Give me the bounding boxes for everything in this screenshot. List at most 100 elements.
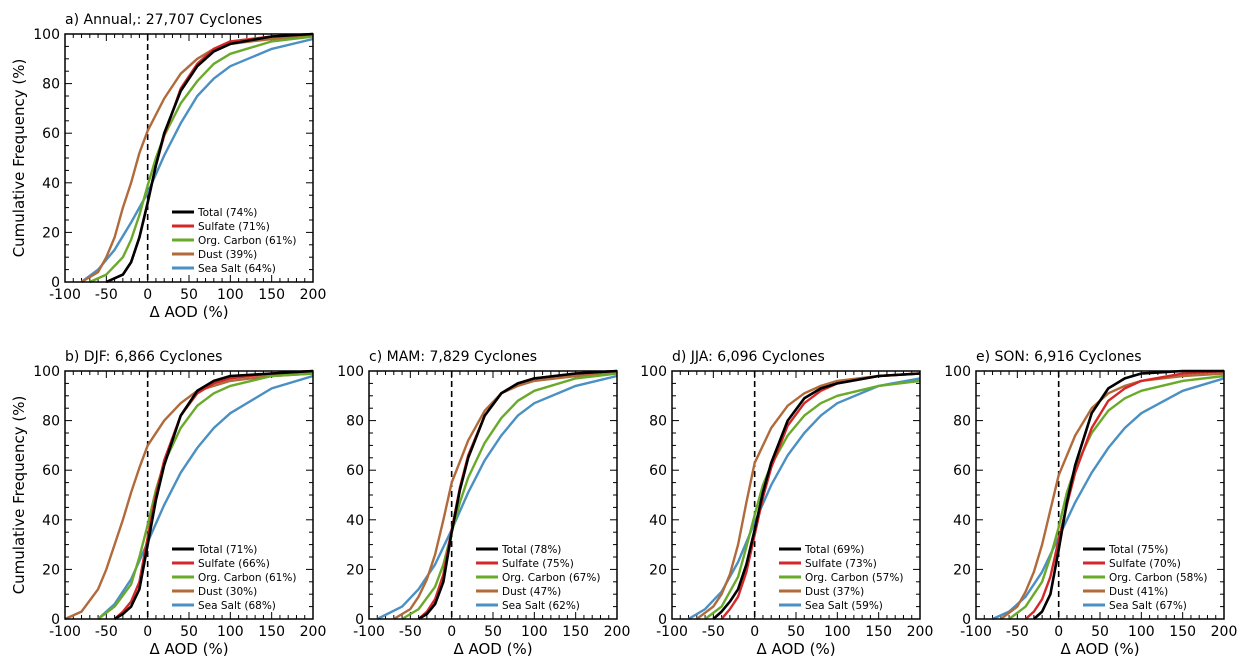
legend-entry: Total (74%) <box>197 207 257 219</box>
series-line-4 <box>992 377 1225 621</box>
series-line-4 <box>687 377 921 621</box>
y-tick-label: 40 <box>346 513 364 529</box>
legend-entry: Total (78%) <box>501 544 561 556</box>
legend-entry: Dust (39%) <box>198 249 257 261</box>
legend: Total (74%) Sulfate (71%) Org. Carbon (61%… <box>172 207 296 275</box>
x-tick-label: -50 <box>399 624 422 640</box>
x-tick-label: 150 <box>258 624 285 640</box>
x-tick-label: -100 <box>353 624 385 640</box>
y-tick-label: 40 <box>42 513 60 529</box>
x-tick-label: 200 <box>604 624 631 640</box>
x-axis-label: Δ AOD (%) <box>756 640 835 658</box>
x-tick-label: -100 <box>49 624 81 640</box>
x-tick-label: 50 <box>180 624 198 640</box>
plot-frame <box>64 370 314 620</box>
panel-title: e) SON: 6,916 Cyclones <box>976 349 1142 365</box>
chart-panel-3: c) MAM: 7,829 Cyclones -100 -50 0 50 100 150 20… <box>337 349 630 658</box>
x-tick-label: 50 <box>787 624 805 640</box>
series-line-4 <box>80 37 314 283</box>
x-tick-label: 200 <box>907 624 934 640</box>
legend-entry: Sea Salt (68%) <box>198 600 276 612</box>
series-line-0 <box>105 32 314 284</box>
y-tick-label: 0 <box>962 612 971 628</box>
y-tick-label: 80 <box>42 414 60 430</box>
panel-title: a) Annual,: 27,707 Cyclones <box>65 12 262 28</box>
plot-frame <box>975 370 1225 620</box>
series-line-3 <box>393 372 618 621</box>
x-tick-label: 50 <box>484 624 502 640</box>
legend-entry: Sea Salt (67%) <box>1109 600 1187 612</box>
legend-entry: Total (69%) <box>804 544 864 556</box>
x-tick-label: 0 <box>143 624 152 640</box>
legend-entry: Sea Salt (62%) <box>502 600 580 612</box>
chart-panel-5: e) SON: 6,916 Cyclones -100 -50 0 50 100 150 20… <box>944 349 1237 658</box>
x-axis-label: Δ AOD (%) <box>149 640 228 658</box>
y-axis-label-bottom: Cumulative Frequency (%) <box>10 396 28 595</box>
series-line-0 <box>1033 369 1224 620</box>
y-tick-label: 100 <box>33 27 60 43</box>
legend-entry: Org. Carbon (61%) <box>198 235 296 247</box>
y-tick-label: 60 <box>649 463 667 479</box>
plot-frame <box>671 370 921 620</box>
y-tick-label: 80 <box>42 77 60 93</box>
series-line-3 <box>696 372 921 620</box>
x-tick-label: 150 <box>1169 624 1196 640</box>
y-tick-label: 100 <box>640 364 667 380</box>
x-tick-label: 0 <box>1054 624 1063 640</box>
legend-entry: Total (71%) <box>197 544 257 556</box>
legend-entry: Org. Carbon (58%) <box>1109 572 1207 584</box>
legend-entry: Sulfate (73%) <box>805 558 877 570</box>
series-line-1 <box>113 369 314 620</box>
y-tick-label: 80 <box>649 414 667 430</box>
x-tick-label: 150 <box>865 624 892 640</box>
series-line-1 <box>1024 369 1225 620</box>
legend: Total (78%) Sulfate (75%) Org. Carbon (67%… <box>476 544 600 612</box>
chart-panel-2: b) DJF: 6,866 Cyclones -100 -50 0 50 100 150 20… <box>33 349 326 658</box>
chart-panel-1: a) Annual,: 27,707 Cyclones -100 -50 0 50 100… <box>33 12 326 321</box>
y-tick-label: 20 <box>649 562 667 578</box>
x-tick-label: -50 <box>1006 624 1029 640</box>
x-tick-label: 0 <box>750 624 759 640</box>
y-tick-label: 60 <box>346 463 364 479</box>
x-tick-label: -100 <box>49 287 81 303</box>
x-tick-label: 100 <box>824 624 851 640</box>
legend-entry: Sulfate (66%) <box>198 558 270 570</box>
x-tick-label: -50 <box>95 624 118 640</box>
y-tick-label: 60 <box>953 463 971 479</box>
y-tick-label: 100 <box>337 364 364 380</box>
legend-entry: Sea Salt (59%) <box>805 600 883 612</box>
y-axis-label-top: Cumulative Frequency (%) <box>10 59 28 258</box>
x-axis-label: Δ AOD (%) <box>453 640 532 658</box>
x-tick-label: 150 <box>258 287 285 303</box>
legend-entry: Dust (37%) <box>805 586 864 598</box>
y-tick-label: 100 <box>944 364 971 380</box>
y-tick-label: 20 <box>953 562 971 578</box>
x-tick-label: -50 <box>702 624 725 640</box>
x-tick-label: 0 <box>143 287 152 303</box>
y-tick-label: 40 <box>42 176 60 192</box>
series-line-3 <box>64 372 314 621</box>
x-tick-label: 200 <box>1211 624 1238 640</box>
legend-entry: Total (75%) <box>1108 544 1168 556</box>
legend-entry: Sulfate (70%) <box>1109 558 1181 570</box>
panel-title: c) MAM: 7,829 Cyclones <box>369 349 537 365</box>
legend-entry: Sulfate (71%) <box>198 221 270 233</box>
x-tick-label: -50 <box>95 287 118 303</box>
panel-title: b) DJF: 6,866 Cyclones <box>65 349 222 365</box>
legend-entry: Org. Carbon (67%) <box>502 572 600 584</box>
x-axis-label: Δ AOD (%) <box>149 303 228 321</box>
legend-entry: Dust (30%) <box>198 586 257 598</box>
y-tick-label: 60 <box>42 463 60 479</box>
y-tick-label: 40 <box>649 513 667 529</box>
x-axis-label: Δ AOD (%) <box>1060 640 1139 658</box>
series-line-2 <box>401 372 618 621</box>
legend-entry: Dust (41%) <box>1109 586 1168 598</box>
x-tick-label: 200 <box>300 624 327 640</box>
y-tick-label: 0 <box>658 612 667 628</box>
legend-entry: Sulfate (75%) <box>502 558 574 570</box>
x-tick-label: 100 <box>1128 624 1155 640</box>
y-tick-label: 20 <box>42 562 60 578</box>
x-tick-label: 100 <box>521 624 548 640</box>
x-tick-label: 50 <box>1091 624 1109 640</box>
x-tick-label: 100 <box>217 287 244 303</box>
